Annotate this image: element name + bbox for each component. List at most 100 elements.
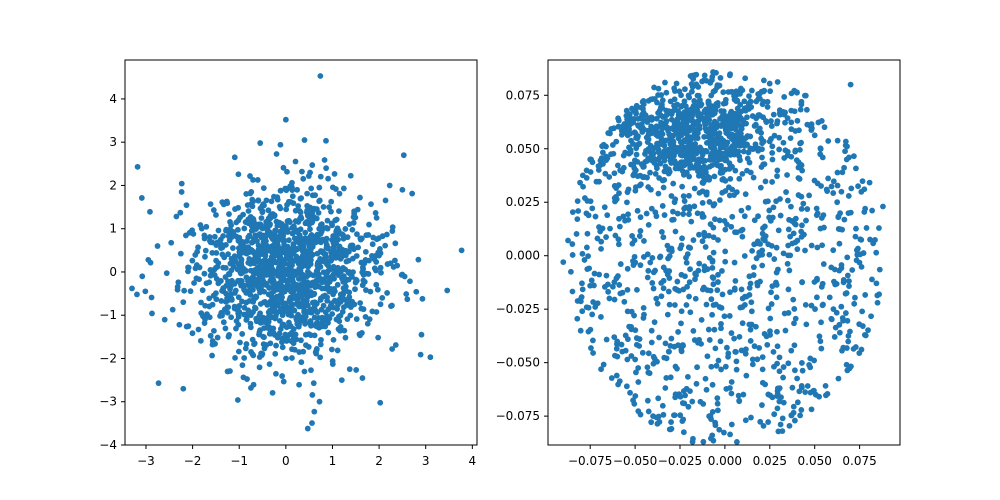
scatter-point: [769, 156, 776, 163]
scatter-point: [791, 220, 798, 227]
scatter-point: [277, 305, 284, 312]
scatter-point: [867, 236, 873, 243]
scatter-point: [619, 348, 626, 355]
scatter-point: [252, 223, 259, 229]
scatter-point: [632, 393, 639, 399]
scatter-point: [624, 286, 631, 293]
scatter-point: [749, 356, 756, 363]
scatter-point: [634, 207, 641, 214]
scatter-point: [711, 173, 718, 180]
scatter-point: [378, 269, 384, 276]
scatter-point: [404, 296, 411, 303]
scatter-point: [699, 199, 706, 206]
scatter-point: [207, 267, 214, 273]
scatter-point: [373, 281, 380, 288]
y-tick-label: 0.025: [506, 195, 540, 209]
scatter-point: [274, 334, 281, 341]
scatter-point: [399, 271, 406, 278]
scatter-point: [669, 147, 676, 154]
scatter-point: [693, 81, 700, 88]
scatter-point: [714, 84, 720, 91]
scatter-point: [654, 300, 661, 307]
scatter-point: [798, 360, 805, 366]
scatter-point: [278, 294, 284, 301]
scatter-point: [668, 419, 674, 425]
scatter-point: [322, 255, 329, 261]
scatter-point: [840, 277, 847, 283]
scatter-point: [830, 190, 837, 196]
scatter-point: [613, 196, 620, 203]
scatter-point: [369, 241, 376, 248]
scatter-point: [712, 141, 718, 148]
scatter-point: [818, 117, 825, 124]
scatter-point: [251, 280, 258, 287]
scatter-point: [739, 320, 746, 327]
scatter-point: [656, 175, 663, 181]
scatter-point: [663, 355, 670, 362]
scatter-point: [781, 155, 788, 161]
scatter-point: [798, 407, 805, 413]
scatter-point: [751, 241, 758, 248]
scatter-point: [233, 325, 239, 332]
scatter-point: [738, 227, 744, 234]
scatter-point: [225, 304, 232, 311]
scatter-point: [363, 287, 369, 293]
scatter-point: [660, 285, 667, 292]
scatter-point: [728, 390, 735, 397]
scatter-point: [716, 149, 722, 155]
scatter-point: [759, 402, 765, 408]
scatter-point: [794, 375, 800, 382]
scatter-point: [722, 121, 729, 128]
scatter-point: [814, 244, 821, 251]
scatter-point: [283, 308, 290, 315]
scatter-point: [739, 304, 746, 310]
scatter-point: [862, 205, 869, 212]
scatter-point: [285, 237, 292, 244]
scatter-point: [266, 324, 273, 331]
scatter-point: [244, 202, 251, 208]
scatter-point: [791, 342, 798, 349]
scatter-point: [344, 316, 351, 323]
scatter-point: [606, 174, 613, 180]
scatter-point: [353, 367, 360, 373]
scatter-point: [833, 309, 840, 316]
scatter-point: [277, 141, 284, 148]
scatter-point: [209, 352, 215, 359]
scatter-point: [377, 264, 384, 271]
scatter-point: [705, 326, 712, 333]
scatter-point: [585, 212, 592, 219]
right-scatter-plot: −0.075 −0.050 −0.025 0.000 0.025 0.050 0.075−0…: [496, 59, 901, 468]
scatter-point: [640, 304, 647, 311]
scatter-point: [672, 196, 679, 203]
scatter-point: [826, 294, 833, 301]
scatter-point: [736, 153, 743, 160]
scatter-point: [239, 331, 246, 337]
scatter-point: [616, 282, 623, 288]
scatter-point: [608, 126, 615, 132]
scatter-point: [329, 286, 336, 293]
scatter-point: [649, 150, 656, 157]
scatter-point: [680, 429, 687, 436]
scatter-point: [648, 186, 654, 193]
scatter-point: [680, 211, 687, 217]
scatter-point: [791, 320, 797, 327]
scatter-point: [749, 361, 756, 368]
scatter-point: [780, 374, 786, 381]
scatter-point: [685, 403, 692, 410]
scatter-point: [844, 254, 851, 261]
scatter-point: [823, 392, 829, 399]
scatter-point: [645, 408, 652, 415]
scatter-point: [865, 327, 871, 334]
scatter-point: [715, 357, 722, 364]
scatter-point: [372, 210, 379, 216]
scatter-point: [577, 296, 584, 303]
scatter-point: [668, 193, 675, 199]
scatter-point: [635, 115, 642, 122]
scatter-point: [732, 348, 739, 355]
scatter-point: [129, 285, 135, 292]
scatter-point: [659, 402, 666, 409]
scatter-point: [226, 332, 232, 338]
scatter-point: [682, 138, 689, 145]
scatter-point: [302, 314, 308, 321]
scatter-point: [257, 205, 264, 212]
